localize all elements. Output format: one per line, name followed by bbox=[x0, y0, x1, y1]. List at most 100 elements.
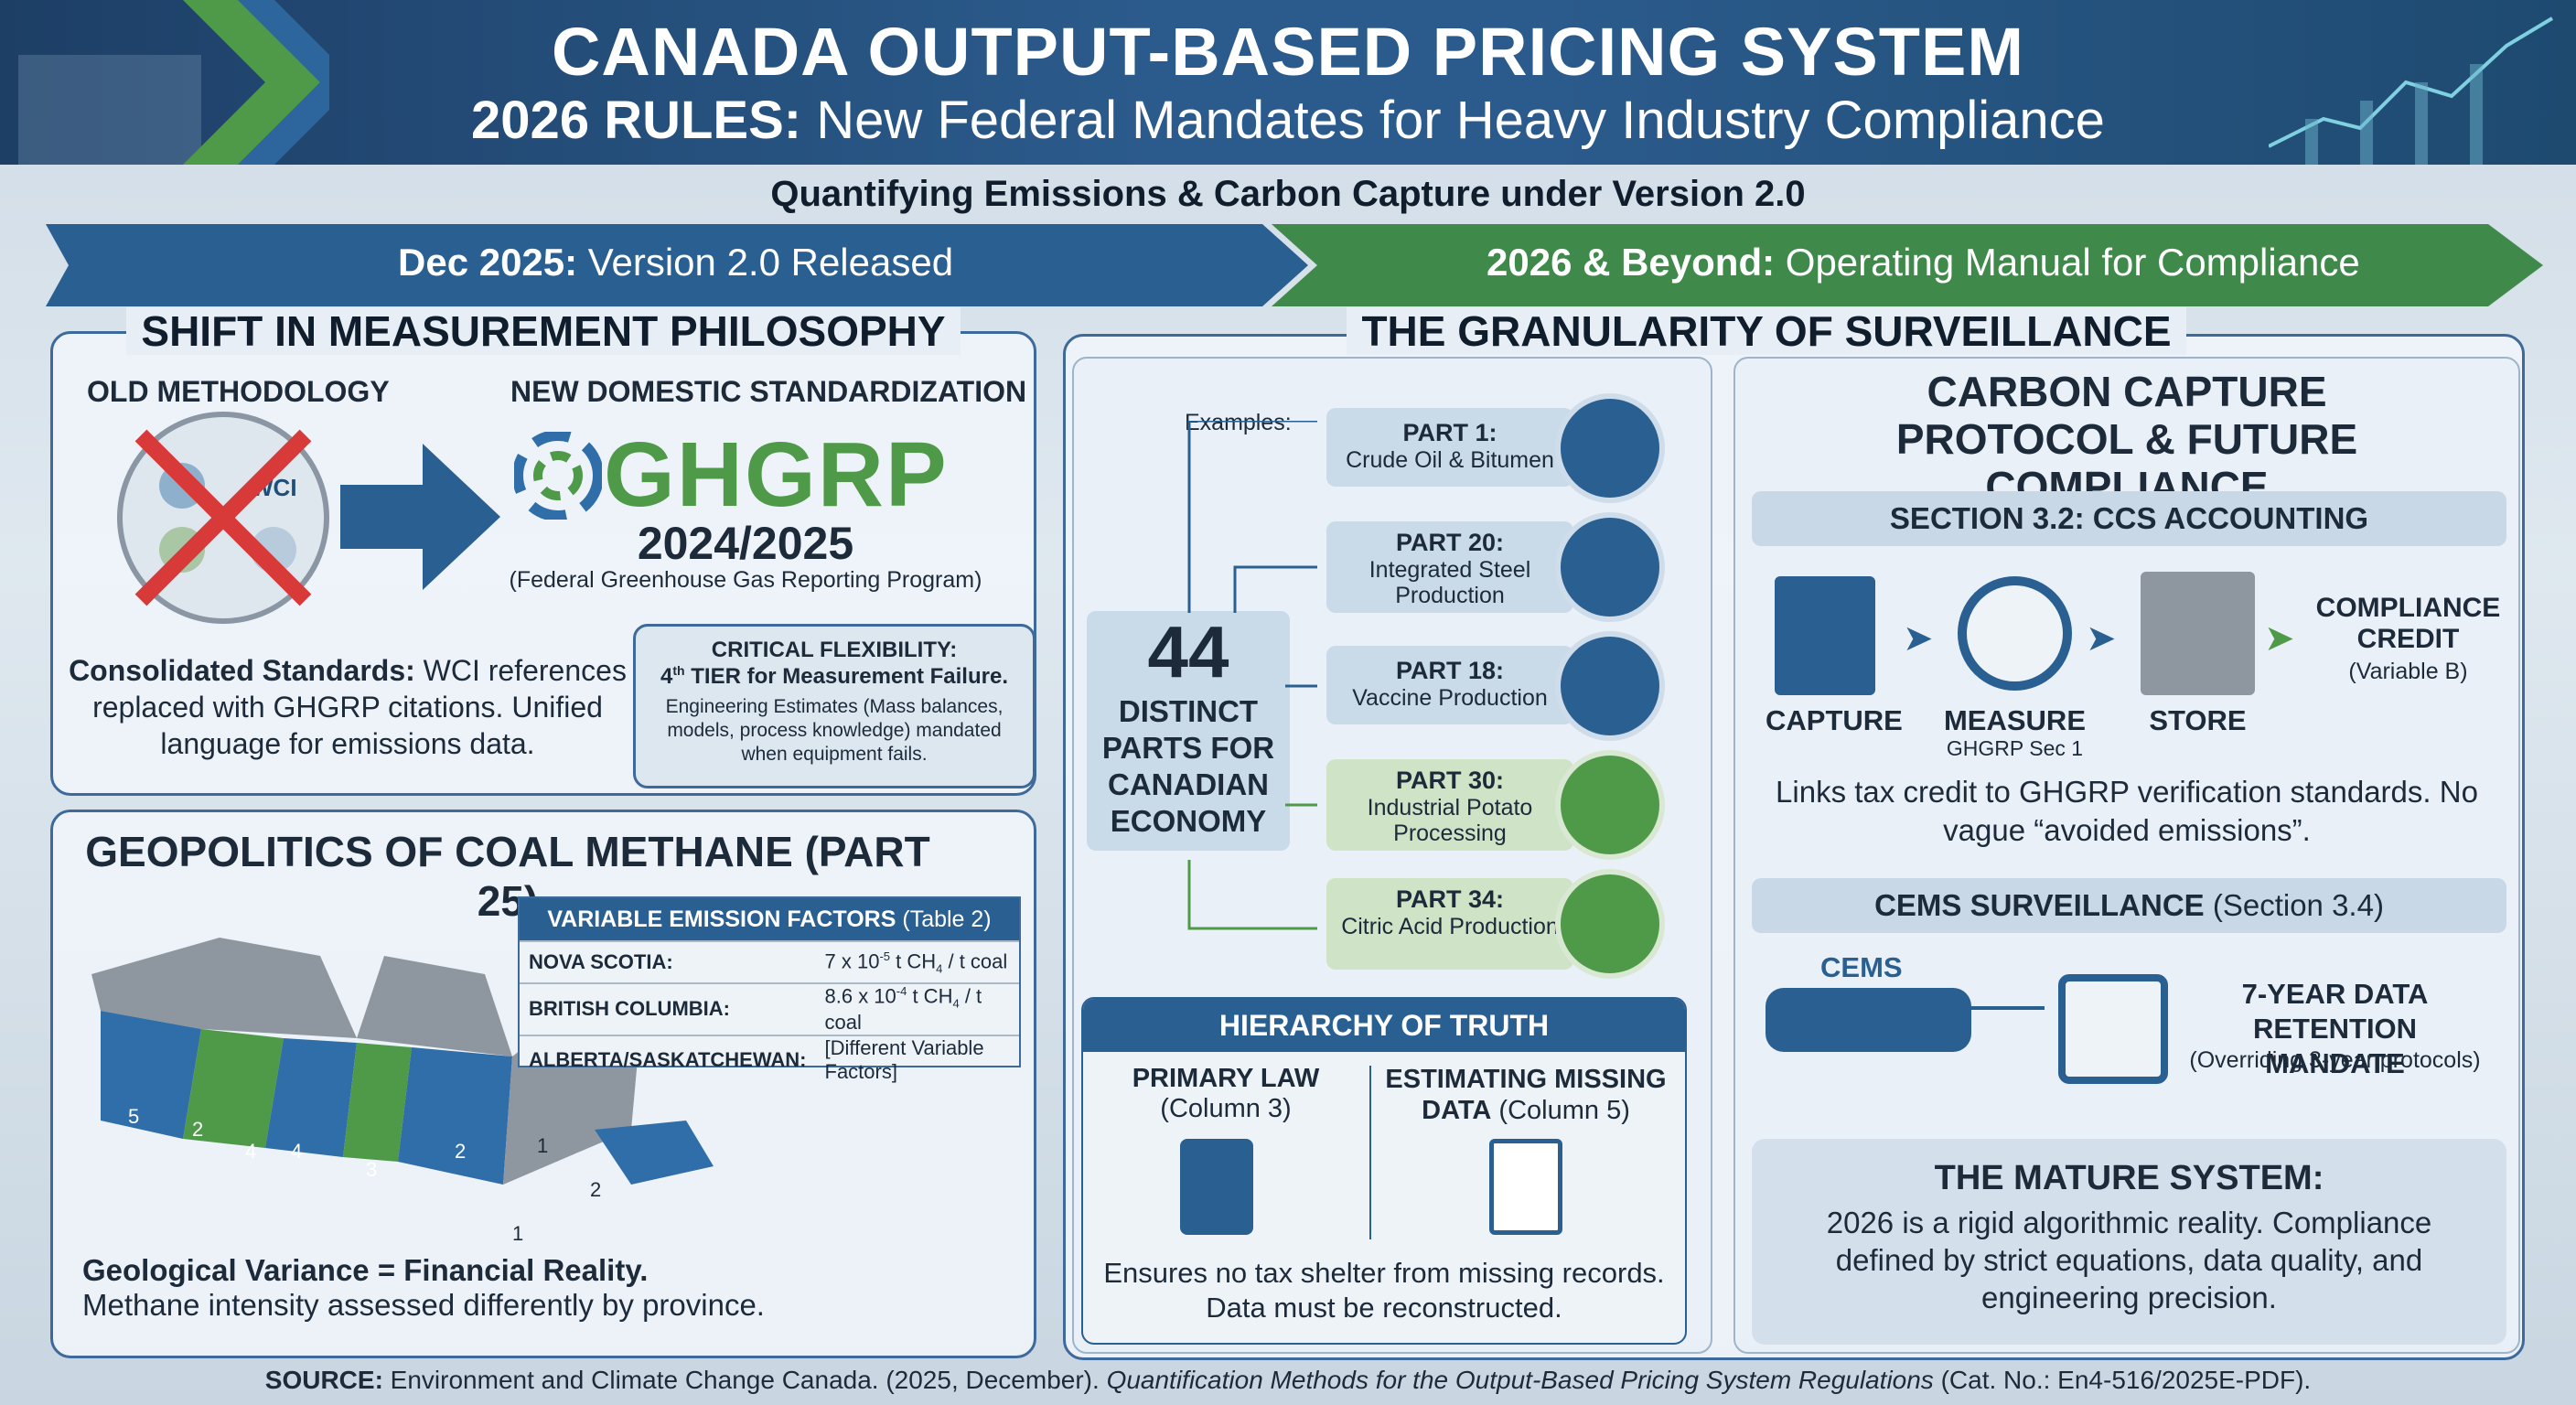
consolidated-standards-text: Consolidated Standards: WCI references r… bbox=[64, 652, 631, 762]
map-number: 2 bbox=[455, 1140, 467, 1163]
parts-count-label: DISTINCT PARTS FOR CANADIAN ECONOMY bbox=[1101, 694, 1275, 838]
table-row: NOVA SCOTIA: 7 x 10-5 t CH4 / t coal bbox=[520, 940, 1019, 983]
part-item: PART 30: Industrial Potato Processing bbox=[1326, 759, 1573, 851]
source-plain-2: (Cat. No.: En4-516/2025E-PDF). bbox=[1933, 1366, 2312, 1394]
primary-law: PRIMARY LAW (Column 3) bbox=[1102, 1064, 1349, 1124]
divider bbox=[1369, 1066, 1371, 1239]
red-x-icon bbox=[134, 429, 312, 606]
oil-derrick-icon bbox=[1555, 393, 1665, 503]
table-row: ALBERTA/SASKATCHEWAN: [Different Variabl… bbox=[520, 1034, 1019, 1084]
arrow-icon: ➤ bbox=[2086, 618, 2117, 659]
timeline-left-bold: Dec 2025: bbox=[398, 241, 578, 284]
retention-sub: (Overriding 3-year protocols) bbox=[2189, 1047, 2481, 1073]
old-logos-circle: WCI bbox=[117, 412, 329, 624]
surveillance-title: THE GRANULARITY OF SURVEILLANCE bbox=[1063, 306, 2470, 356]
connector-lines bbox=[1187, 421, 1317, 930]
map-number: 4 bbox=[291, 1140, 303, 1163]
source-bold: SOURCE: bbox=[264, 1366, 383, 1394]
cems-bar-rest: (Section 3.4) bbox=[2204, 888, 2384, 922]
connector-arrow bbox=[1971, 1006, 2045, 1010]
consolidated-bold: Consolidated Standards: bbox=[69, 654, 415, 687]
hierarchy-title: HIERARCHY OF TRUTH bbox=[1083, 999, 1685, 1052]
header-banner bbox=[0, 0, 2576, 165]
coal-footer-rest: Methane intensity assessed differently b… bbox=[82, 1288, 765, 1322]
examples-label: Examples: bbox=[1185, 410, 1292, 435]
map-number: 4 bbox=[245, 1140, 257, 1163]
steel-ladle-icon bbox=[1555, 512, 1665, 622]
province-cell: BRITISH COLUMBIA: bbox=[520, 982, 816, 1035]
ghgrp-logo-text: GHGRP bbox=[604, 424, 949, 526]
calculator-icon bbox=[1180, 1139, 1253, 1235]
timeline-left: Dec 2025: Version 2.0 Released bbox=[398, 241, 953, 284]
ghgrp-logo: GHGRP bbox=[604, 423, 949, 528]
step-capture-label: CAPTURE bbox=[1766, 704, 1903, 736]
old-methodology-label: OLD METHODOLOGY bbox=[87, 375, 390, 408]
part-number: PART 18: bbox=[1395, 657, 1505, 684]
measurement-title: SHIFT IN MEASUREMENT PHILOSOPHY bbox=[50, 306, 1036, 356]
part-desc: Crude Oil & Bitumen bbox=[1346, 447, 1554, 473]
cems-label: CEMS bbox=[1820, 951, 1903, 983]
ccs-section-bar: SECTION 3.2: CCS ACCOUNTING bbox=[1752, 491, 2506, 546]
map-number: 1 bbox=[537, 1134, 549, 1157]
timeline-right-bold: 2026 & Beyond: bbox=[1487, 241, 1776, 284]
flex-title: CRITICAL FLEXIBILITY: bbox=[711, 638, 958, 662]
factor-cell: 7 x 10-5 t CH4 / t coal bbox=[815, 940, 1019, 983]
factor-cell: [Different Variable Factors] bbox=[815, 1034, 1019, 1084]
mature-body: 2026 is a rigid algorithmic reality. Com… bbox=[1826, 1206, 2432, 1314]
coal-footer-bold: Geological Variance = Financial Reality. bbox=[82, 1253, 649, 1287]
drone-sensor-icon bbox=[1766, 988, 1971, 1052]
ghgrp-years: 2024/2025 bbox=[637, 518, 854, 569]
juicer-lemon-icon bbox=[1555, 869, 1665, 979]
map-number: 2 bbox=[590, 1178, 602, 1201]
links-text: Links tax credit to GHGRP verification s… bbox=[1776, 775, 2478, 847]
estimating-data: ESTIMATING MISSING DATA (Column 5) bbox=[1379, 1064, 1672, 1126]
province-cell: ALBERTA/SASKATCHEWAN: bbox=[520, 1034, 816, 1084]
timeline-left-rest: Version 2.0 Released bbox=[577, 241, 954, 284]
ghgrp-swirl-icon bbox=[514, 432, 602, 520]
factory-smoke-icon bbox=[1775, 576, 1875, 695]
step-measure-sub: GHGRP Sec 1 bbox=[1946, 736, 2084, 760]
mature-title: THE MATURE SYSTEM: bbox=[1934, 1159, 2324, 1197]
compliance-credit-sub: (Variable B) bbox=[2348, 659, 2468, 684]
consolidated-rest: WCI references replaced with GHGRP citat… bbox=[92, 654, 627, 760]
cems-section-bar: CEMS SURVEILLANCE (Section 3.4) bbox=[1752, 878, 2506, 933]
flex-body: Engineering Estimates (Mass balances, mo… bbox=[665, 696, 1004, 765]
part-desc: Industrial Potato Processing bbox=[1367, 795, 1533, 846]
step-measure-label: MEASURE bbox=[1943, 704, 2086, 736]
page-subtitle: 2026 RULES: New Federal Mandates for Hea… bbox=[0, 90, 2576, 151]
new-standardization-label: NEW DOMESTIC STANDARDIZATION bbox=[510, 375, 1027, 408]
timeline-arrow bbox=[46, 224, 2543, 306]
map-number: 2 bbox=[192, 1118, 204, 1141]
hierarchy-footer: Ensures no tax shelter from missing reco… bbox=[1103, 1257, 1665, 1324]
estimating-rest: (Column 5) bbox=[1491, 1096, 1630, 1125]
province-cell: NOVA SCOTIA: bbox=[520, 940, 816, 983]
table-header-bold: VARIABLE EMISSION FACTORS bbox=[547, 906, 896, 932]
source-citation: SOURCE: Environment and Climate Change C… bbox=[0, 1366, 2576, 1395]
part-desc: Citric Acid Production bbox=[1341, 914, 1559, 939]
chevron-logo-icon bbox=[183, 0, 329, 165]
part-number: PART 1: bbox=[1402, 419, 1497, 446]
parts-count: 44 bbox=[1147, 611, 1229, 692]
cems-bar-bold: CEMS SURVEILLANCE bbox=[1874, 888, 2205, 922]
part-number: PART 34: bbox=[1395, 885, 1505, 913]
map-number: 5 bbox=[128, 1105, 140, 1128]
ghgrp-program-name: (Federal Greenhouse Gas Reporting Progra… bbox=[509, 567, 982, 593]
carbon-title-text: CARBON CAPTURE PROTOCOL & FUTURE COMPLIA… bbox=[1895, 368, 2358, 510]
arrow-icon: ➤ bbox=[1903, 618, 1934, 659]
compliance-credit-title: COMPLIANCE CREDIT bbox=[2315, 593, 2501, 654]
primary-law-bold: PRIMARY LAW bbox=[1132, 1064, 1320, 1093]
canada-map-icon bbox=[91, 938, 714, 1185]
part-item: PART 34: Citric Acid Production bbox=[1326, 878, 1573, 970]
right-arrow-icon bbox=[340, 444, 500, 590]
table-header: VARIABLE EMISSION FACTORS (Table 2) bbox=[520, 898, 1019, 940]
parts-count-box: 44 DISTINCT PARTS FOR CANADIAN ECONOMY bbox=[1087, 611, 1290, 851]
critical-flexibility-box: CRITICAL FLEXIBILITY: 4th TIER for Measu… bbox=[633, 624, 1036, 788]
step-store-label: STORE bbox=[2149, 704, 2247, 736]
table-header-rest: (Table 2) bbox=[896, 906, 992, 932]
part-item: PART 20: Integrated Steel Production bbox=[1326, 521, 1573, 613]
part-item: PART 18: Vaccine Production bbox=[1326, 646, 1573, 724]
map-number: 1 bbox=[512, 1222, 524, 1245]
subtitle-rest: New Federal Mandates for Heavy Industry … bbox=[801, 91, 2105, 150]
retention-title: 7-YEAR DATA RETENTION MANDATE bbox=[2241, 978, 2429, 1079]
subtitle-bold: 2026 RULES: bbox=[471, 91, 802, 150]
